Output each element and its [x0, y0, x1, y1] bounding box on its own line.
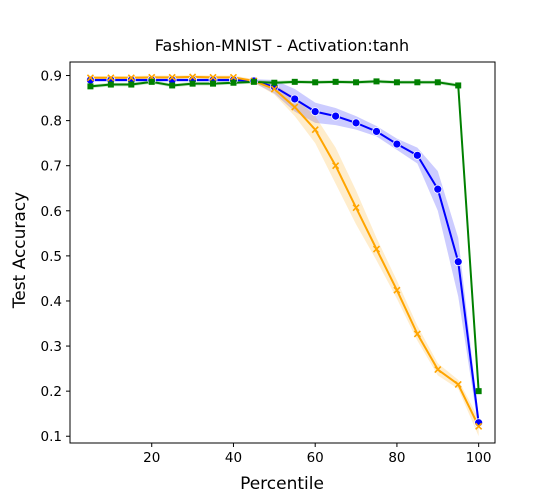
data-point-series-1 [412, 150, 422, 160]
confidence-bands [90, 75, 479, 437]
series-markers [86, 73, 484, 430]
data-point-series-1 [310, 107, 320, 116]
data-point-series-3 [455, 82, 462, 89]
x-tick-label: 60 [307, 450, 324, 466]
data-point-series-3 [312, 79, 319, 86]
data-point-series-3 [128, 81, 135, 88]
data-point-series-3 [210, 80, 217, 87]
y-axis-title: Test Accuracy [10, 192, 30, 310]
data-point-series-3 [230, 79, 237, 86]
data-point-series-2 [189, 73, 197, 81]
data-point-series-1 [351, 118, 361, 128]
data-point-series-3 [107, 81, 114, 88]
data-point-series-1 [453, 257, 463, 267]
data-point-series-3 [250, 78, 257, 85]
series-lines [90, 75, 480, 427]
data-point-series-3 [189, 80, 196, 87]
data-point-series-3 [434, 79, 441, 86]
series-line-1 [90, 79, 480, 423]
x-axis: 20 40 60 80 100 [143, 443, 492, 466]
y-tick-label: 0.9 [41, 69, 62, 85]
data-point-series-3 [271, 79, 278, 86]
data-point-series-2 [107, 74, 115, 82]
y-tick-label: 0.4 [41, 294, 62, 310]
data-point-series-2 [229, 73, 238, 81]
data-point-series-3 [332, 78, 339, 85]
data-point-series-2 [372, 245, 381, 253]
y-tick-label: 0.1 [41, 429, 62, 445]
y-tick-label: 0.6 [41, 204, 62, 220]
confidence-band-series-2 [90, 75, 479, 437]
data-point-series-2 [434, 365, 442, 374]
data-point-series-2 [311, 126, 319, 134]
data-point-series-2 [86, 74, 94, 82]
y-axis: 0.1 0.2 0.3 0.4 0.5 0.6 0.7 0.8 0.9 [41, 69, 70, 445]
data-point-series-3 [414, 79, 421, 86]
data-point-series-2 [127, 74, 135, 82]
series-line-2 [90, 75, 480, 427]
y-tick-label: 0.8 [41, 114, 62, 130]
data-point-series-2 [291, 103, 299, 111]
data-point-series-3 [353, 79, 360, 86]
data-point-series-1 [331, 111, 341, 121]
y-tick-label: 0.2 [41, 384, 62, 400]
y-tick-label: 0.3 [41, 339, 62, 355]
data-point-series-2 [352, 204, 360, 212]
data-point-series-1 [372, 127, 381, 136]
y-tick-label: 0.5 [41, 249, 62, 265]
x-axis-title: Percentile [240, 474, 324, 494]
confidence-band-series-3 [90, 79, 479, 393]
y-tick-label: 0.7 [41, 159, 62, 175]
data-point-series-3 [475, 388, 482, 395]
data-point-series-2 [393, 286, 401, 294]
data-point-series-1 [433, 184, 443, 194]
x-tick-label: 20 [143, 450, 160, 466]
data-point-series-3 [373, 78, 380, 85]
data-point-series-2 [168, 73, 176, 81]
data-point-series-2 [209, 73, 217, 81]
confidence-band-series-1 [90, 78, 479, 430]
data-point-series-3 [169, 82, 176, 89]
plot-area-frame [69, 61, 496, 444]
data-point-series-2 [332, 162, 340, 170]
data-point-series-2 [454, 380, 462, 388]
x-tick-label: 100 [466, 450, 492, 466]
data-point-series-2 [413, 330, 421, 338]
data-point-series-1 [392, 139, 402, 149]
x-tick-label: 80 [388, 450, 405, 466]
data-point-series-3 [291, 78, 298, 85]
data-point-series-1 [290, 94, 300, 104]
data-point-series-3 [393, 79, 400, 86]
data-point-series-3 [87, 83, 94, 90]
x-tick-label: 40 [225, 450, 242, 466]
data-point-series-3 [148, 78, 155, 85]
chart-title: Fashion-MNIST - Activation:tanh [155, 36, 409, 55]
data-point-series-2 [475, 422, 483, 430]
data-point-series-2 [270, 85, 278, 93]
